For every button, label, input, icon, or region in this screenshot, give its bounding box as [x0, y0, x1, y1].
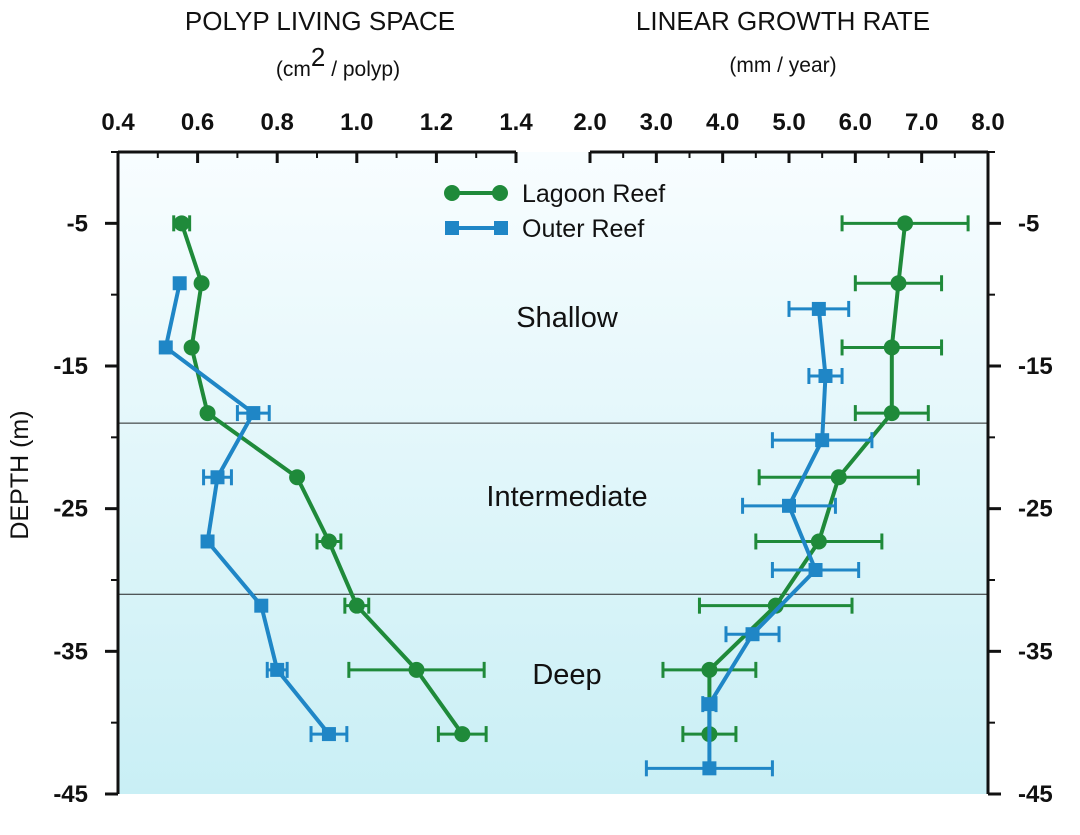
- data-point-outer-reef: [808, 563, 823, 578]
- data-point-lagoon-reef: [897, 215, 914, 232]
- data-point-outer-reef: [270, 662, 285, 677]
- y-tick-label-right: -35: [1018, 638, 1053, 665]
- data-point-outer-reef: [172, 276, 187, 291]
- y-tick-label-right: -5: [1018, 210, 1039, 237]
- legend-label-outer: Outer Reef: [522, 215, 644, 243]
- series-line-outer-reef-left: [163, 282, 331, 736]
- plot-background: [118, 152, 988, 794]
- data-point-lagoon-reef: [701, 661, 718, 678]
- data-point-lagoon-reef: [173, 215, 190, 232]
- y-tick-label-right: -25: [1018, 496, 1053, 523]
- x-tick-label-right: 6.0: [839, 109, 872, 136]
- data-point-lagoon-reef: [183, 339, 200, 356]
- x-tick-label-left: 1.0: [340, 109, 373, 136]
- data-point-outer-reef: [815, 433, 830, 448]
- data-point-lagoon-reef: [883, 405, 900, 422]
- x-tick-label-left: 1.4: [499, 109, 533, 136]
- data-point-lagoon-reef: [193, 275, 210, 292]
- y-tick-label-left: -35: [53, 638, 88, 665]
- zone-label-intermediate: Intermediate: [486, 481, 647, 513]
- data-point-outer-reef: [254, 598, 269, 613]
- y-tick-label-right: -45: [1018, 781, 1053, 808]
- x-tick-label-right: 2.0: [573, 109, 606, 136]
- x-tick-label-right: 5.0: [772, 109, 805, 136]
- data-point-lagoon-reef: [890, 275, 907, 292]
- x-tick-label-right: 8.0: [971, 109, 1004, 136]
- left-panel-title: POLYP LIVING SPACE: [185, 6, 455, 36]
- data-point-lagoon-reef: [408, 661, 425, 678]
- y-tick-label-left: -45: [53, 781, 88, 808]
- data-point-lagoon-reef: [320, 533, 337, 550]
- data-point-outer-reef: [702, 697, 717, 712]
- right-panel-title: LINEAR GROWTH RATE: [636, 6, 930, 36]
- data-point-outer-reef: [782, 498, 796, 513]
- legend-marker-outer-end: [494, 221, 508, 235]
- y-tick-label-left: -15: [53, 353, 88, 380]
- x-tick-label-right: 7.0: [905, 109, 938, 136]
- data-point-outer-reef: [200, 534, 215, 549]
- y-axis-label: DEPTH (m): [6, 410, 34, 539]
- x-tick-label-left: 0.4: [101, 109, 135, 136]
- data-point-outer-reef: [158, 340, 173, 355]
- data-point-lagoon-reef: [348, 597, 365, 614]
- right-panel-unit: (mm / year): [729, 54, 836, 77]
- data-point-lagoon-reef: [454, 726, 471, 743]
- y-tick-label-right: -15: [1018, 353, 1053, 380]
- data-point-outer-reef: [210, 470, 225, 485]
- x-tick-label-right: 4.0: [706, 109, 739, 136]
- data-point-lagoon-reef: [289, 469, 306, 486]
- data-point-lagoon-reef: [830, 469, 847, 486]
- chart-marks: 0.4 0.6 0.8 1.0 1.2 1.4 -5 -15 -25 -35 -45 2.0 3.0 4.…: [53, 109, 1052, 808]
- legend-marker-outer: [445, 221, 459, 235]
- x-tick-label-left: 0.6: [181, 109, 214, 136]
- x-tick-label-left: 1.2: [420, 109, 453, 136]
- y-tick-label-left: -25: [53, 496, 88, 523]
- data-point-outer-reef: [321, 727, 336, 742]
- left-panel-unit: (cm2 / polyp): [276, 42, 400, 81]
- data-point-lagoon-reef: [883, 339, 900, 356]
- data-point-lagoon-reef: [199, 405, 216, 422]
- x-tick-label-right: 3.0: [640, 109, 673, 136]
- data-point-outer-reef: [818, 368, 833, 383]
- y-tick-label-left: -5: [67, 210, 88, 237]
- legend-marker-lagoon-end: [492, 185, 508, 201]
- zone-label-deep: Deep: [532, 659, 601, 691]
- legend-marker-lagoon: [444, 185, 460, 201]
- series-line-outer-reef-right: [707, 308, 828, 769]
- data-point-outer-reef: [811, 301, 826, 316]
- data-point-outer-reef: [745, 627, 760, 642]
- zone-label-shallow: Shallow: [516, 302, 619, 334]
- legend-label-lagoon: Lagoon Reef: [522, 180, 665, 208]
- data-point-lagoon-reef: [810, 533, 827, 550]
- data-point-outer-reef: [702, 761, 717, 776]
- data-point-lagoon-reef: [767, 597, 784, 614]
- data-point-outer-reef: [246, 406, 261, 421]
- x-tick-label-left: 0.8: [261, 109, 294, 136]
- legend: Lagoon Reef Outer Reef: [444, 180, 665, 243]
